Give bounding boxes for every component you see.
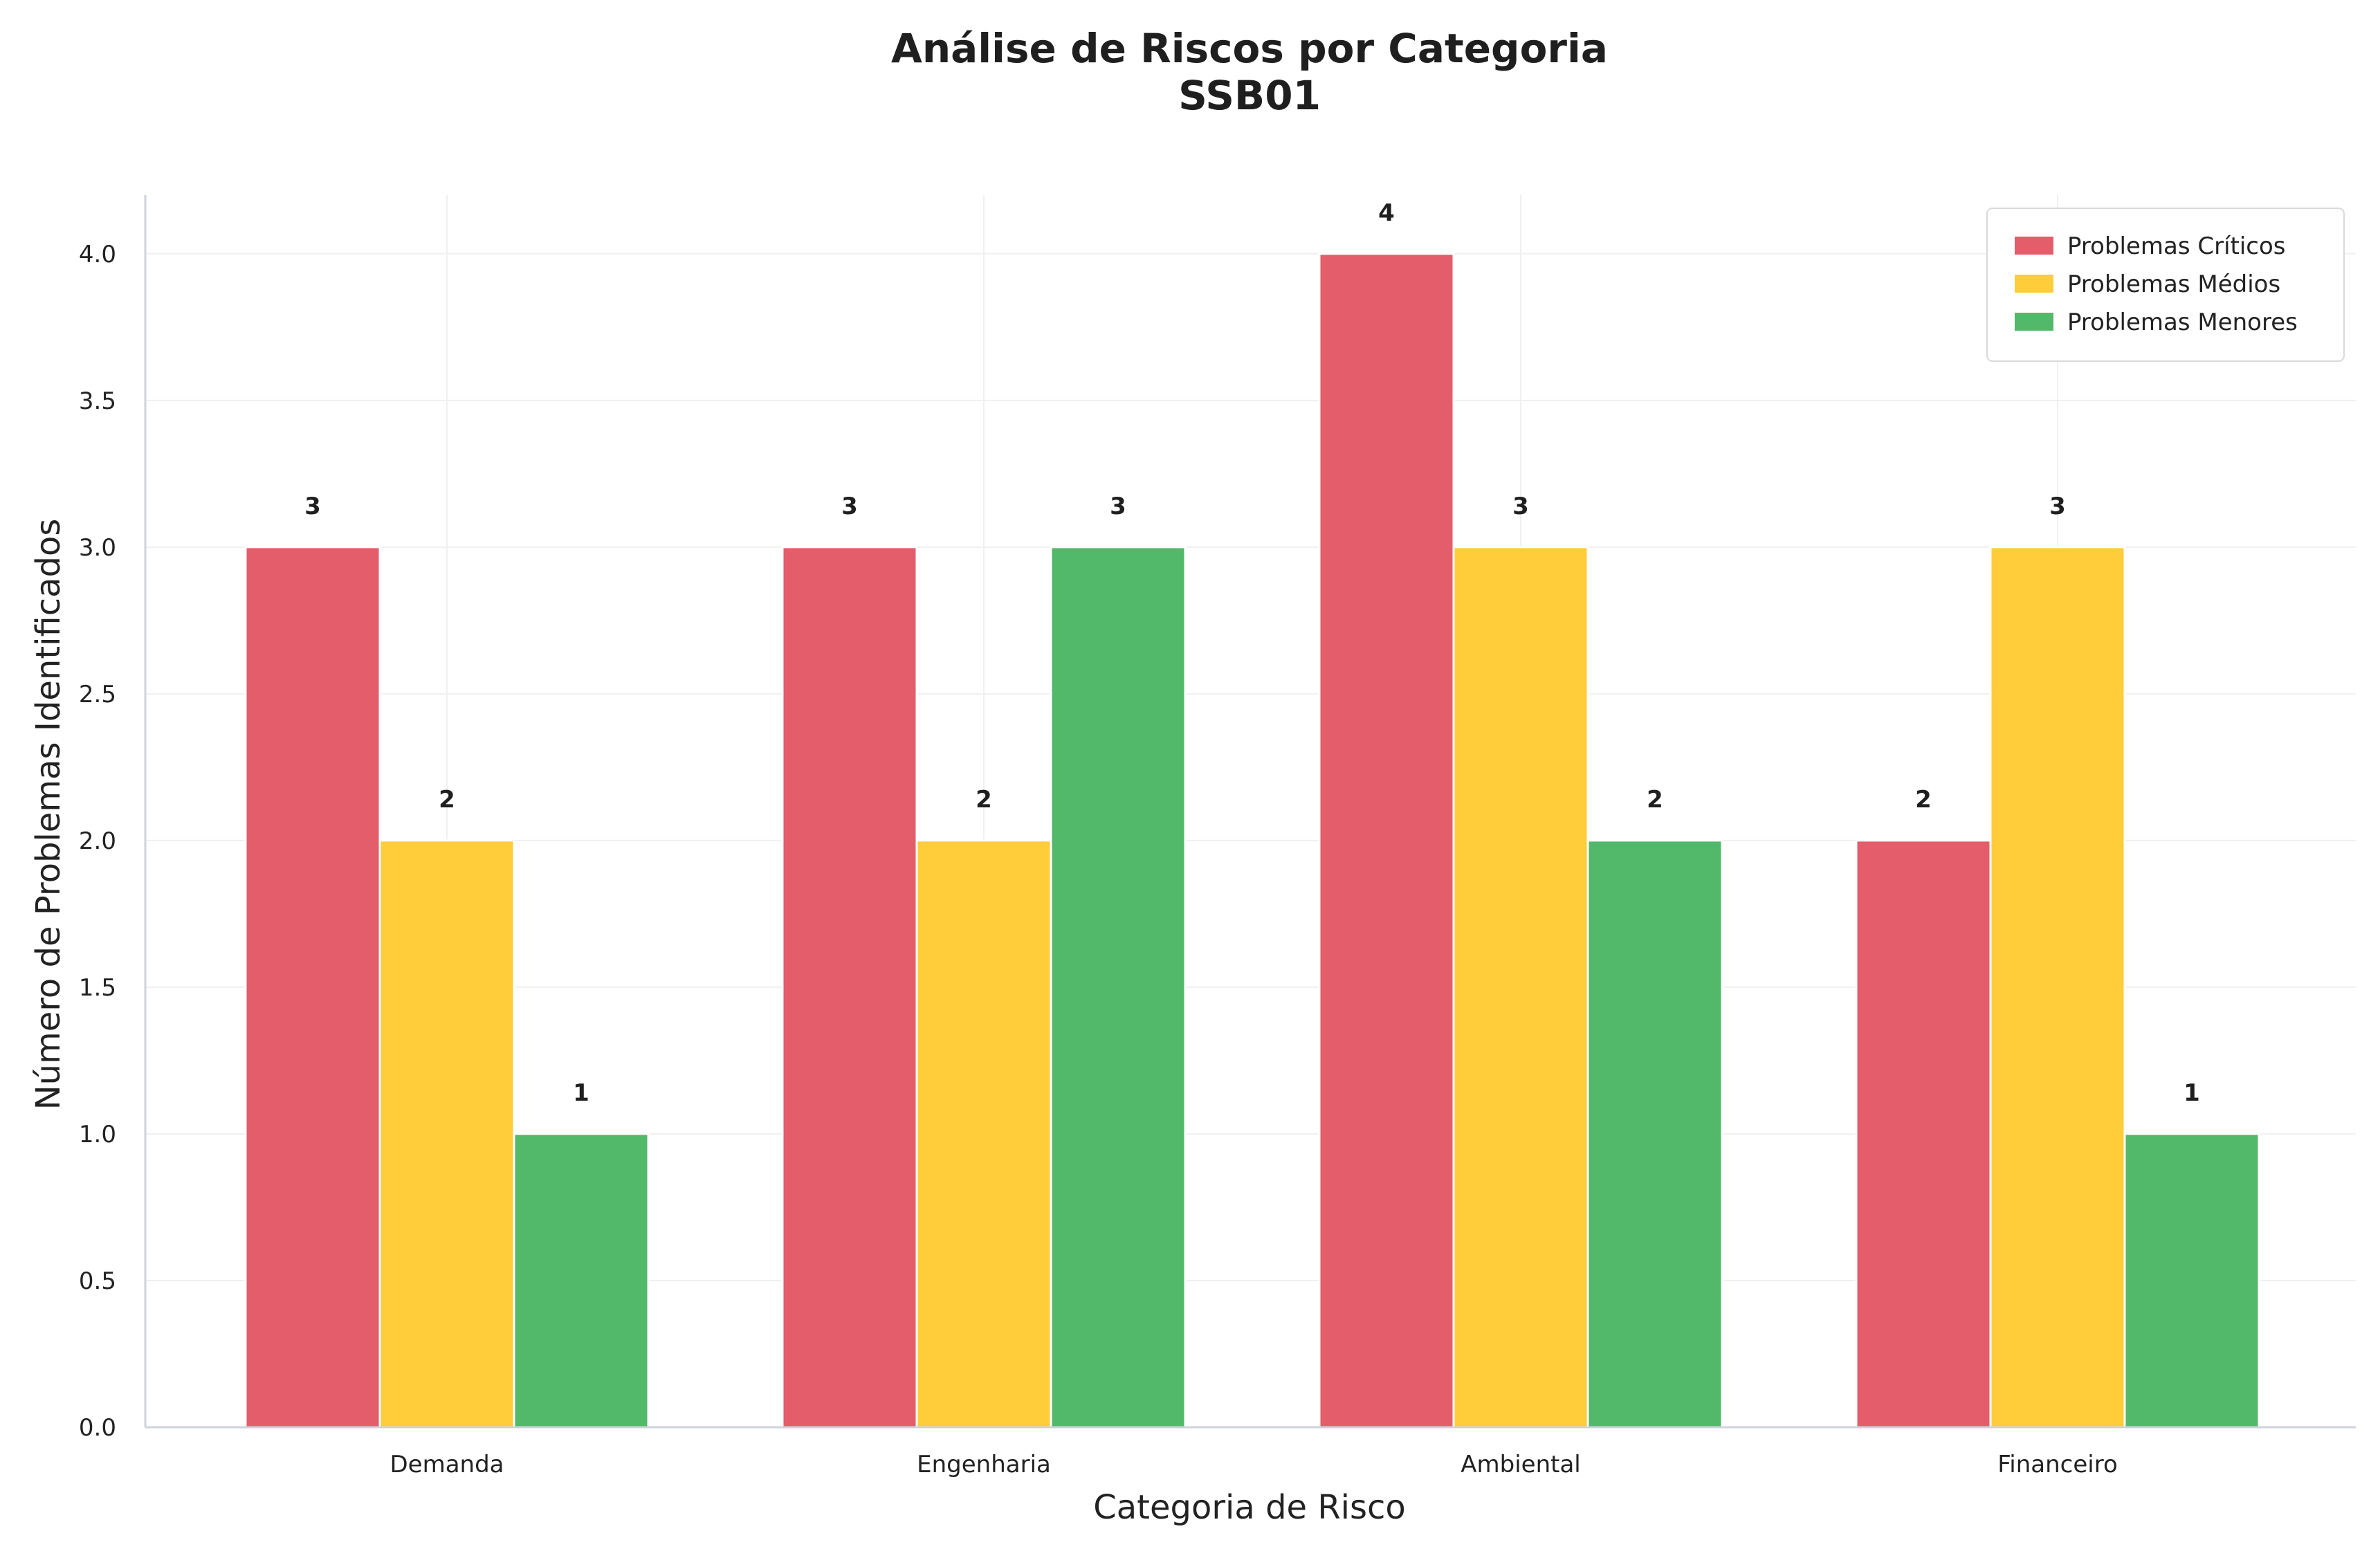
data-label: 2 (439, 786, 455, 814)
bar (1050, 546, 1187, 1429)
y-tick-label: 3.0 (79, 534, 116, 562)
bar (1318, 253, 1455, 1429)
legend-box (1986, 208, 2345, 362)
x-tick-label: Ambiental (1461, 1451, 1581, 1478)
x-tick-label: Financeiro (1997, 1451, 2118, 1478)
data-label: 2 (1915, 786, 1932, 814)
y-tick-label: 0.5 (79, 1267, 116, 1295)
bar (1855, 839, 1992, 1429)
legend-label: Problemas Críticos (2067, 232, 2286, 260)
data-label: 1 (573, 1079, 589, 1107)
chart-title: Análise de Riscos por Categoria (891, 25, 1608, 72)
legend-label: Problemas Menores (2067, 309, 2298, 336)
data-label: 3 (841, 493, 858, 520)
data-label: 3 (1512, 493, 1529, 520)
data-label: 4 (1378, 199, 1395, 227)
axes (144, 195, 2356, 1429)
bar (2123, 1133, 2260, 1429)
x-tick-label: Engenharia (917, 1451, 1051, 1478)
bar (378, 839, 515, 1429)
data-label: 2 (1647, 786, 1663, 814)
y-tick-label: 0.0 (79, 1414, 116, 1442)
y-tick-labels: 0.0 0.5 1.0 1.5 2.0 2.5 3.0 3.5 4.0 (79, 241, 116, 1442)
legend-label: Problemas Médios (2067, 271, 2280, 298)
bar (781, 546, 918, 1429)
y-tick-label: 1.5 (79, 974, 116, 1002)
data-label: 2 (976, 786, 992, 814)
y-tick-label: 2.5 (79, 681, 116, 708)
y-tick-label: 1.0 (79, 1121, 116, 1148)
y-tick-label: 2.0 (79, 827, 116, 855)
bar (1586, 839, 1723, 1429)
data-label: 3 (2049, 493, 2066, 520)
y-axis-label: Número de Problemas Identificados (29, 519, 68, 1110)
y-tick-label: 4.0 (79, 241, 116, 268)
y-tick-label: 3.5 (79, 387, 116, 415)
chart-subtitle: SSB01 (1178, 72, 1321, 119)
bar (1989, 546, 2126, 1429)
x-axis-label: Categoria de Risco (1093, 1488, 1406, 1527)
x-tick-label: Demanda (390, 1451, 504, 1478)
bars (244, 253, 2260, 1429)
bar (244, 546, 381, 1429)
bar (1452, 546, 1589, 1429)
data-label: 1 (2184, 1079, 2200, 1107)
bar (915, 839, 1052, 1429)
value-labels: 3 3 4 2 2 2 3 3 1 3 2 1 (304, 199, 2200, 1107)
data-label: 3 (304, 493, 321, 520)
x-tick-labels: Demanda Engenharia Ambiental Financeiro (390, 1451, 2117, 1478)
bar (513, 1133, 650, 1429)
data-label: 3 (1110, 493, 1126, 520)
legend-swatch (2015, 275, 2053, 293)
legend-swatch (2015, 237, 2053, 255)
legend-swatch (2015, 313, 2053, 331)
legend: Problemas Críticos Problemas Médios Proble… (1986, 208, 2345, 362)
